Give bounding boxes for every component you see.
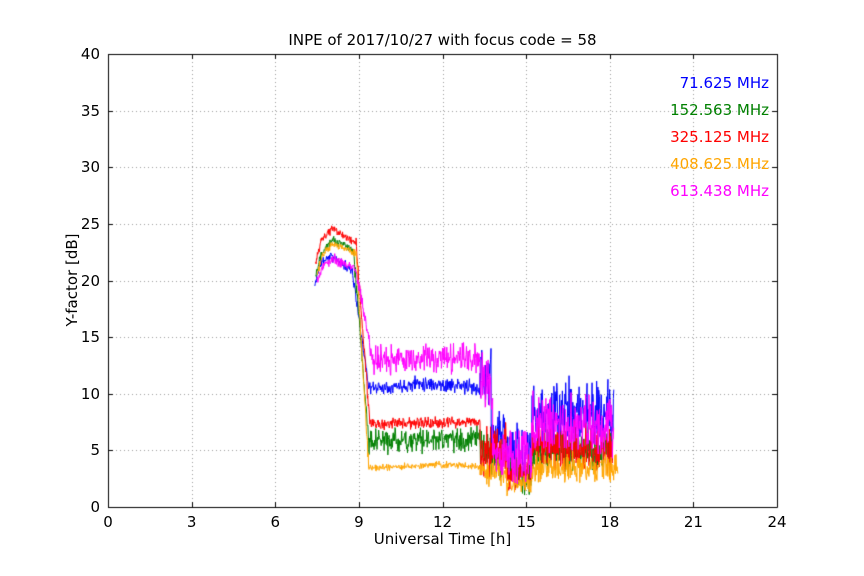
legend-item: 71.625 MHz xyxy=(679,74,769,92)
y-tick-label: 30 xyxy=(80,158,100,177)
x-tick-label: 15 xyxy=(516,513,536,531)
x-axis-label: Universal Time [h] xyxy=(373,530,512,548)
legend: 71.625 MHz 152.563 MHz 325.125 MHz 408.625 … xyxy=(670,70,769,205)
x-tick-label: 24 xyxy=(767,513,787,531)
y-tick-label: 40 xyxy=(80,45,100,63)
x-tick-label: 9 xyxy=(354,513,364,531)
legend-item: 152.563 MHz xyxy=(670,101,769,119)
x-tick-label: 3 xyxy=(186,513,197,531)
legend-item: 408.625 MHz xyxy=(670,155,769,173)
y-tick-label: 10 xyxy=(80,384,100,403)
x-tick-label: 12 xyxy=(432,513,453,531)
x-tick-label: 18 xyxy=(600,513,620,531)
legend-item: 325.125 MHz xyxy=(670,128,769,146)
y-tick-label: 15 xyxy=(80,328,100,347)
x-tick-label: 6 xyxy=(270,513,281,531)
y-tick-label: 35 xyxy=(80,101,100,120)
y-tick-label: 0 xyxy=(90,498,100,516)
y-tick-label: 5 xyxy=(90,441,100,460)
y-tick-label: 20 xyxy=(80,271,100,290)
y-tick-label: 25 xyxy=(80,214,100,233)
x-tick-label: 21 xyxy=(683,513,703,531)
legend-item: 613.438 MHz xyxy=(670,182,769,200)
chart-title: INPE of 2017/10/27 with focus code = 58 xyxy=(288,31,597,49)
x-tick-label: 0 xyxy=(103,513,113,531)
